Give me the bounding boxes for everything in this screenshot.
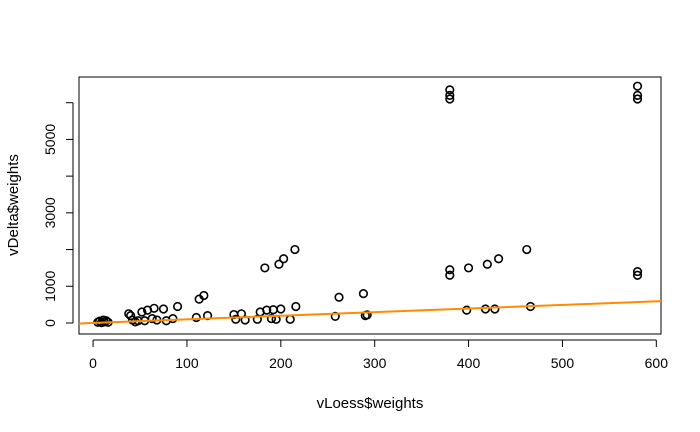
data-point bbox=[285, 314, 295, 324]
data-point bbox=[463, 263, 474, 273]
data-point bbox=[522, 244, 532, 255]
x-axis-title: vLoess$weights bbox=[317, 395, 424, 412]
data-point bbox=[266, 313, 277, 324]
data-point bbox=[358, 289, 369, 299]
y-tick-label: 1000 bbox=[42, 270, 58, 301]
data-point bbox=[445, 270, 455, 280]
data-point bbox=[149, 303, 159, 313]
data-point bbox=[445, 265, 455, 275]
data-point bbox=[494, 254, 504, 264]
data-point bbox=[126, 311, 136, 321]
data-point bbox=[632, 270, 643, 280]
x-tick-label: 100 bbox=[175, 355, 199, 371]
fit-line-group bbox=[78, 300, 662, 325]
data-point bbox=[137, 307, 147, 317]
data-point bbox=[231, 314, 241, 324]
data-point bbox=[290, 244, 300, 255]
data-point bbox=[462, 305, 472, 315]
data-point bbox=[334, 292, 344, 302]
data-point bbox=[632, 266, 643, 277]
y-tick-label: 0 bbox=[42, 319, 58, 327]
data-point bbox=[632, 81, 643, 91]
data-point bbox=[445, 94, 455, 104]
data-point bbox=[632, 90, 643, 100]
y-axis: 0 1000 3000 5000 bbox=[42, 102, 74, 327]
data-point bbox=[172, 301, 183, 312]
data-point bbox=[445, 90, 455, 100]
fit-line bbox=[78, 300, 662, 325]
x-tick-label: 200 bbox=[269, 355, 293, 371]
x-tick-label: 0 bbox=[89, 355, 97, 371]
data-point bbox=[279, 254, 289, 264]
y-tick-label: 5000 bbox=[42, 124, 58, 155]
x-tick-label: 600 bbox=[645, 355, 669, 371]
y-tick-label: 3000 bbox=[42, 197, 58, 228]
data-point bbox=[191, 312, 201, 323]
data-point bbox=[632, 94, 643, 104]
data-point bbox=[490, 304, 500, 314]
data-point bbox=[262, 305, 272, 315]
data-point bbox=[362, 310, 372, 320]
data-point bbox=[445, 85, 455, 95]
data-point bbox=[482, 259, 492, 269]
x-axis: 0 100 200 300 400 500 600 bbox=[89, 339, 669, 371]
data-point bbox=[276, 304, 286, 314]
data-point bbox=[274, 259, 284, 269]
y-axis-title: vDelta$weights bbox=[5, 154, 22, 256]
data-points bbox=[93, 81, 643, 328]
data-point bbox=[158, 304, 169, 314]
x-tick-label: 300 bbox=[363, 355, 387, 371]
data-point bbox=[291, 301, 301, 312]
plot-box bbox=[78, 76, 662, 335]
data-point bbox=[330, 311, 340, 321]
data-point bbox=[101, 316, 111, 326]
x-tick-label: 500 bbox=[551, 355, 575, 371]
data-point bbox=[199, 290, 209, 301]
x-tick-label: 400 bbox=[457, 355, 481, 371]
data-point bbox=[260, 263, 270, 273]
data-point bbox=[147, 313, 157, 324]
data-point bbox=[168, 313, 178, 324]
data-point bbox=[95, 316, 105, 326]
data-point bbox=[480, 304, 491, 314]
